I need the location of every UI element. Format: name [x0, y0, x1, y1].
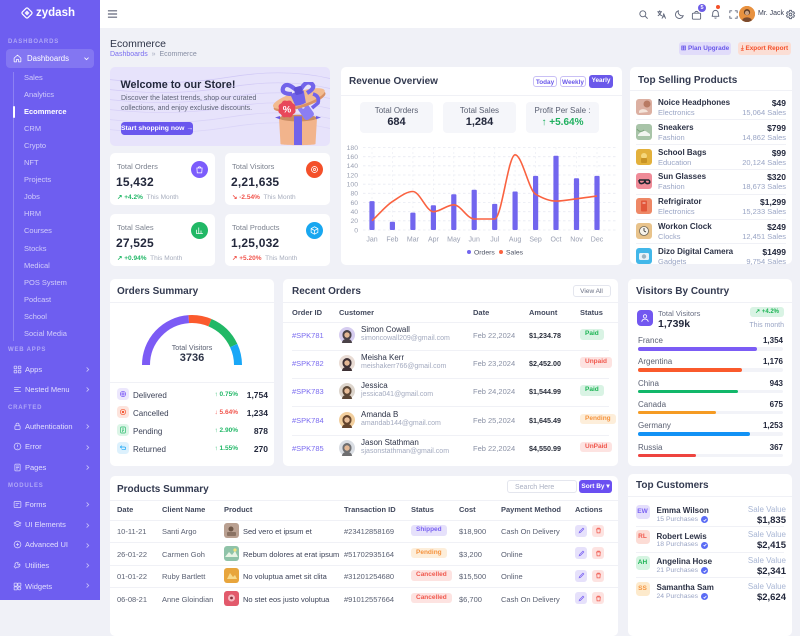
- svg-text:Jun: Jun: [469, 237, 480, 244]
- svg-text:20: 20: [350, 218, 358, 225]
- svg-text:Feb: Feb: [386, 237, 398, 244]
- svg-text:60: 60: [350, 200, 358, 207]
- svg-text:Orders: Orders: [474, 250, 495, 257]
- svg-text:0: 0: [354, 227, 358, 234]
- svg-text:Mar: Mar: [407, 237, 420, 244]
- svg-text:180: 180: [347, 145, 359, 152]
- svg-text:80: 80: [350, 191, 358, 198]
- svg-text:%: %: [283, 105, 292, 116]
- svg-text:40: 40: [350, 209, 358, 216]
- svg-text:120: 120: [347, 172, 359, 179]
- svg-text:Nov: Nov: [570, 237, 583, 244]
- svg-text:Apr: Apr: [428, 237, 440, 244]
- svg-text:Oct: Oct: [551, 237, 562, 244]
- svg-text:Aug: Aug: [509, 237, 522, 244]
- svg-text:Jan: Jan: [366, 237, 377, 244]
- svg-text:Sep: Sep: [529, 237, 542, 244]
- svg-text:May: May: [447, 237, 461, 244]
- svg-text:Dec: Dec: [591, 237, 604, 244]
- svg-text:100: 100: [347, 182, 359, 189]
- svg-text:Sales: Sales: [506, 250, 524, 257]
- svg-text:160: 160: [347, 154, 359, 161]
- svg-text:Jul: Jul: [490, 237, 499, 244]
- svg-text:140: 140: [347, 163, 359, 170]
